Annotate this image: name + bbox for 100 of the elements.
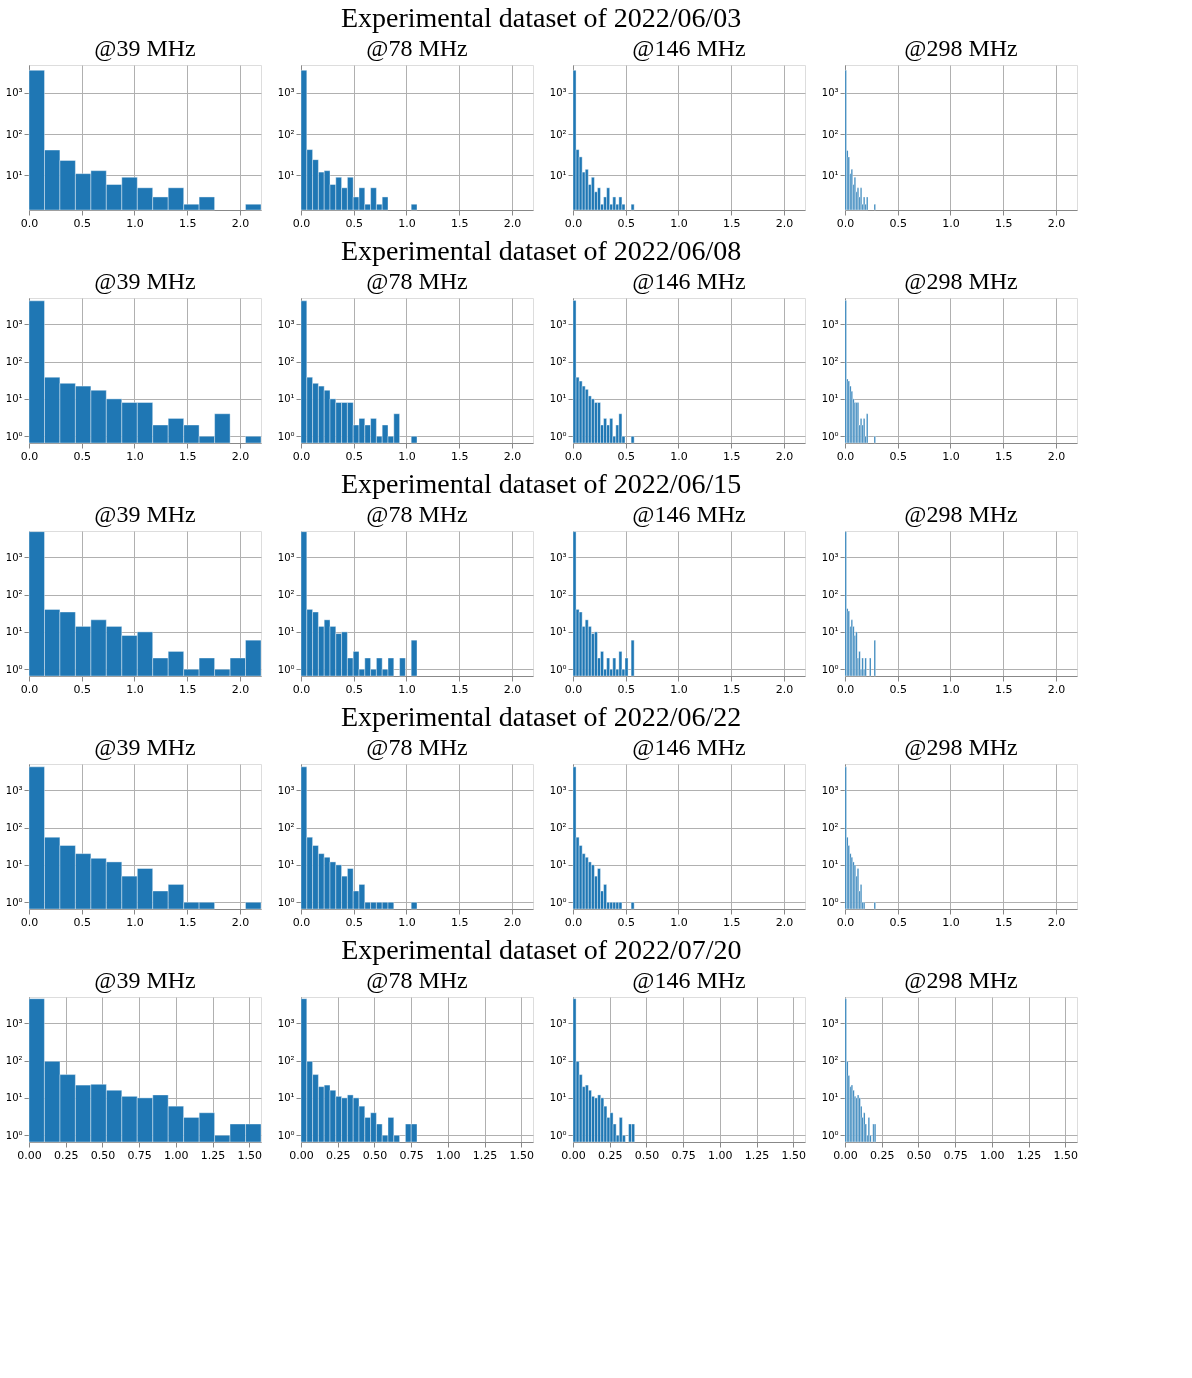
x-tick-label: 1.5 xyxy=(450,449,469,463)
text: Experimental dataset of 2022/07/20 xyxy=(341,933,742,965)
x-tick-label: 1.00 xyxy=(436,1148,461,1162)
y-tick-label: 10² xyxy=(5,356,23,367)
x-tick-label: 0.00 xyxy=(17,1148,42,1162)
chart-title: @146 MHz xyxy=(632,268,746,294)
chart-title: @78 MHz xyxy=(366,967,468,993)
x-tick-label: 2.0 xyxy=(775,915,794,929)
x-tick-label: 0.25 xyxy=(869,1148,895,1162)
x-tick-label: 1.25 xyxy=(744,1148,770,1162)
x-tick-label: 0.0 xyxy=(292,449,311,463)
x-tick-label: 2.0 xyxy=(503,915,522,929)
x-tick-label: 1.5 xyxy=(450,216,469,230)
x-tick-label: 1.5 xyxy=(994,915,1013,929)
y-tick-label: 10³ xyxy=(549,551,567,563)
x-tick-label: 0.0 xyxy=(836,682,855,696)
chart-title: @78 MHz xyxy=(366,268,468,294)
x-tick-label: 2.0 xyxy=(231,915,250,929)
x-tick-label: 0.50 xyxy=(90,1148,116,1162)
y-tick-label: 10¹ xyxy=(549,1092,567,1104)
y-tick-label: 10¹ xyxy=(5,626,23,638)
y-tick-label: 10⁰ xyxy=(821,1129,839,1141)
x-tick-label: 1.5 xyxy=(178,449,197,463)
x-tick-label: 1.25 xyxy=(472,1148,498,1162)
x-tick-label: 1.5 xyxy=(722,682,741,696)
x-tick-label: 0.50 xyxy=(906,1148,932,1162)
x-tick-label: 2.0 xyxy=(503,449,522,463)
x-tick-label: 1.0 xyxy=(670,682,688,696)
x-tick-label: 1.0 xyxy=(942,216,960,230)
x-tick-label: 0.0 xyxy=(564,216,583,230)
chart-title: @78 MHz xyxy=(366,35,468,61)
x-tick-label: 0.5 xyxy=(73,216,91,230)
x-tick-label: 0.0 xyxy=(20,216,39,230)
x-tick-label: 0.0 xyxy=(836,216,855,230)
x-tick-label: 1.50 xyxy=(1053,1148,1078,1162)
y-tick-label: 10³ xyxy=(549,784,567,796)
x-tick-label: 0.5 xyxy=(617,915,635,929)
chart-title: @298 MHz xyxy=(904,35,1018,61)
x-tick-label: 0.0 xyxy=(836,915,855,929)
y-tick-label: 10⁰ xyxy=(549,896,567,908)
y-tick-label: 10¹ xyxy=(277,859,295,871)
y-tick-label: 10³ xyxy=(5,1017,23,1029)
x-tick-label: 1.0 xyxy=(126,915,144,929)
x-tick-label: 2.0 xyxy=(231,682,250,696)
x-tick-label: 1.0 xyxy=(398,449,416,463)
y-tick-label: 10² xyxy=(821,822,839,833)
chart-title: @39 MHz xyxy=(94,967,196,993)
y-tick-label: 10³ xyxy=(277,1017,295,1029)
y-tick-label: 10² xyxy=(277,128,295,140)
y-tick-label: 10² xyxy=(5,128,23,140)
y-tick-label: 10¹ xyxy=(821,626,839,638)
x-tick-label: 0.5 xyxy=(889,449,907,463)
chart-title: @146 MHz xyxy=(632,35,746,61)
x-tick-label: 2.0 xyxy=(1047,682,1066,696)
y-tick-label: 10² xyxy=(5,1055,23,1066)
x-tick-label: 0.5 xyxy=(617,449,635,463)
y-tick-label: 10¹ xyxy=(277,169,295,181)
y-tick-label: 10³ xyxy=(821,1017,839,1029)
x-tick-label: 0.25 xyxy=(597,1148,623,1162)
x-tick-label: 0.0 xyxy=(564,915,583,929)
y-tick-label: 10¹ xyxy=(277,626,295,638)
y-tick-label: 10² xyxy=(549,589,567,600)
x-tick-label: 1.0 xyxy=(670,915,688,929)
y-tick-label: 10⁰ xyxy=(821,663,839,675)
x-tick-label: 1.5 xyxy=(722,216,741,230)
y-tick-label: 10³ xyxy=(277,318,295,330)
x-tick-label: 0.5 xyxy=(345,216,363,230)
x-tick-label: 1.0 xyxy=(942,682,960,696)
x-tick-label: 0.0 xyxy=(564,682,583,696)
x-tick-label: 1.5 xyxy=(178,216,197,230)
y-tick-label: 10² xyxy=(5,822,23,833)
x-tick-label: 0.50 xyxy=(362,1148,388,1162)
y-tick-label: 10³ xyxy=(5,551,23,563)
x-tick-label: 2.0 xyxy=(503,216,522,230)
y-tick-label: 10² xyxy=(277,1055,295,1066)
chart-title: @298 MHz xyxy=(904,967,1018,993)
y-tick-label: 10¹ xyxy=(277,393,295,405)
x-tick-label: 0.75 xyxy=(943,1148,968,1162)
x-tick-label: 1.5 xyxy=(722,915,741,929)
y-tick-label: 10² xyxy=(549,128,567,140)
chart-title: @146 MHz xyxy=(632,967,746,993)
x-tick-label: 0.25 xyxy=(325,1148,351,1162)
x-tick-label: 1.50 xyxy=(237,1148,262,1162)
x-tick-label: 0.5 xyxy=(73,682,91,696)
y-tick-label: 10² xyxy=(277,589,295,600)
x-tick-label: 1.0 xyxy=(398,682,416,696)
x-tick-label: 1.0 xyxy=(126,682,144,696)
y-tick-label: 10³ xyxy=(821,318,839,330)
x-tick-label: 0.5 xyxy=(345,682,363,696)
y-tick-label: 10¹ xyxy=(277,1092,295,1104)
chart-title: @298 MHz xyxy=(904,268,1018,294)
x-tick-label: 1.5 xyxy=(994,449,1013,463)
x-tick-label: 1.0 xyxy=(670,216,688,230)
x-tick-label: 0.00 xyxy=(289,1148,314,1162)
x-tick-label: 1.0 xyxy=(126,449,144,463)
y-tick-label: 10¹ xyxy=(5,393,23,405)
x-tick-label: 0.5 xyxy=(617,216,635,230)
x-tick-label: 2.0 xyxy=(1047,216,1066,230)
x-tick-label: 1.25 xyxy=(200,1148,226,1162)
x-tick-label: 2.0 xyxy=(1047,915,1066,929)
